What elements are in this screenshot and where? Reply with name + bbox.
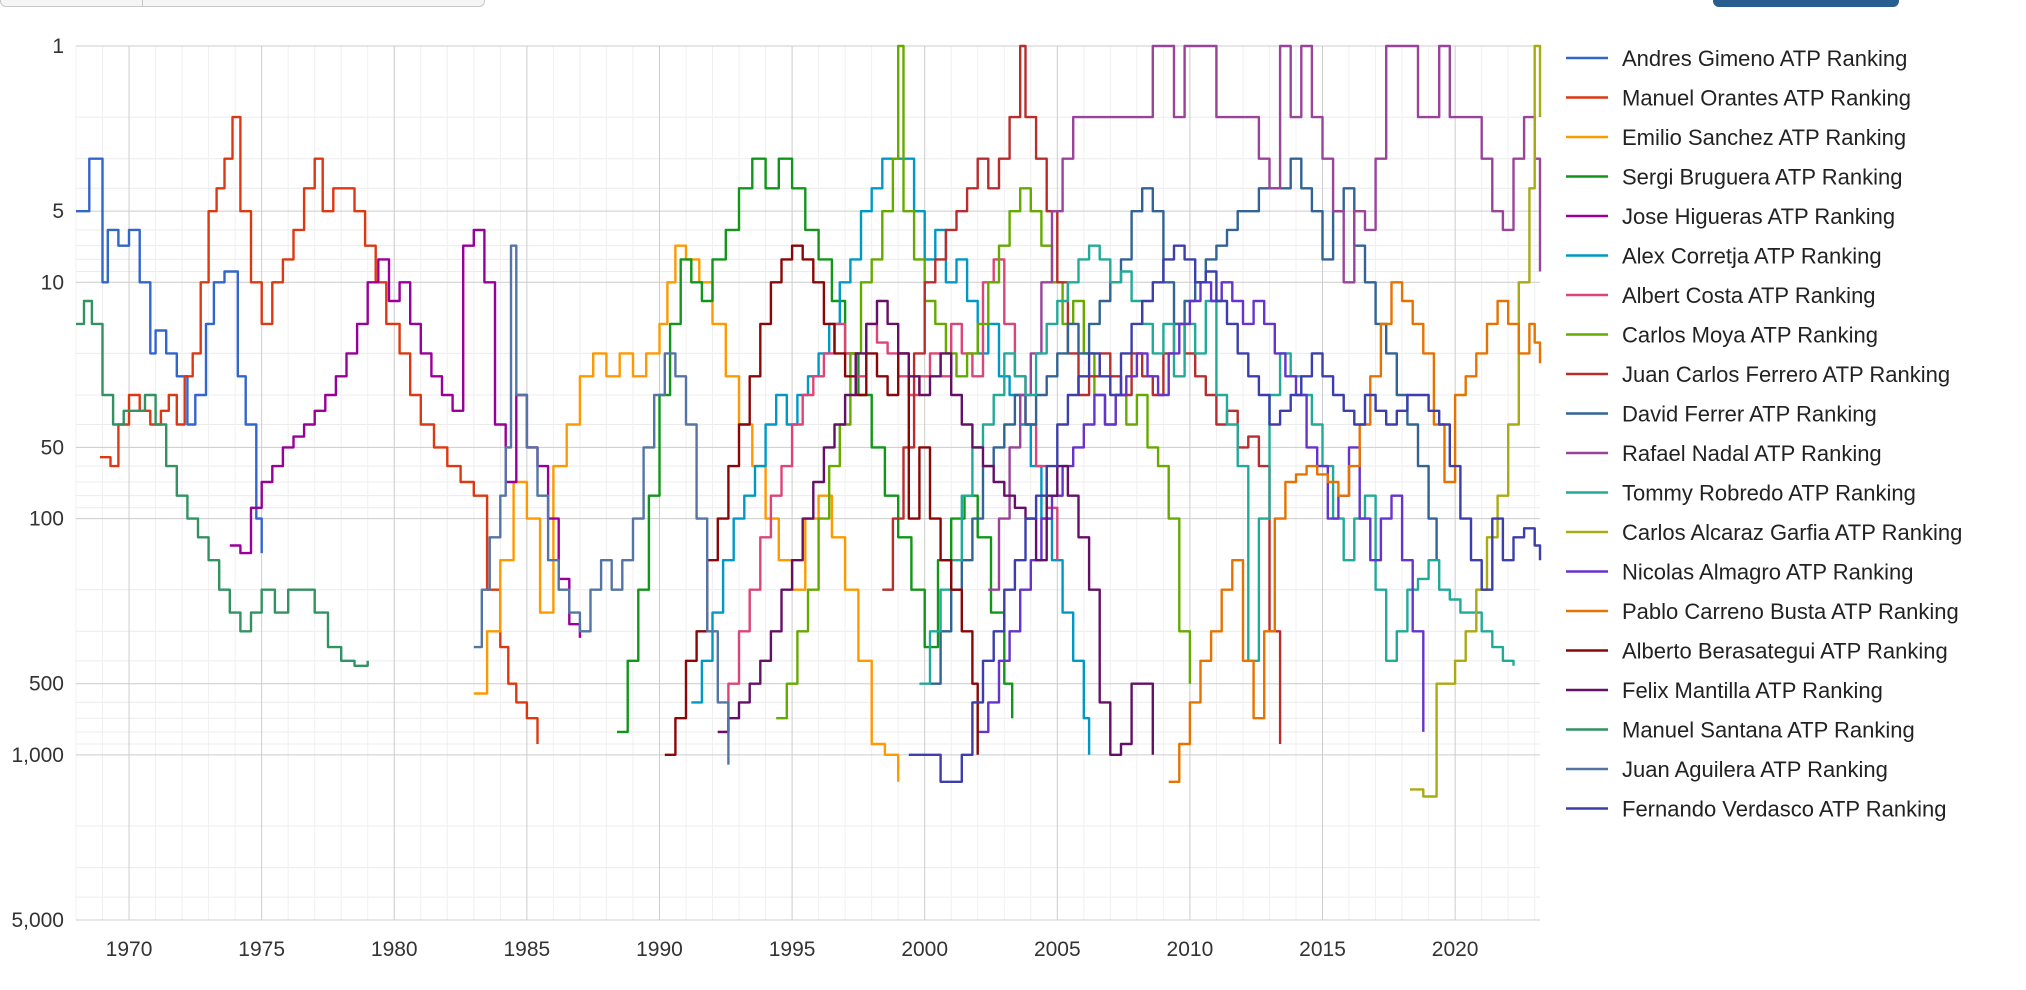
x-tick-label: 2005 (1034, 938, 1081, 961)
chart-legend: Andres Gimeno ATP Ranking Manuel Orantes … (1566, 46, 1962, 822)
y-tick-label: 500 (29, 673, 64, 696)
toolbar-primary-button[interactable] (1713, 0, 1899, 7)
legend-item[interactable]: Sergi Bruguera ATP Ranking (1566, 165, 1902, 190)
legend-item[interactable]: Andres Gimeno ATP Ranking (1566, 46, 1907, 71)
y-tick-label: 5 (52, 200, 64, 223)
series-lines (76, 44, 1542, 798)
legend-label: Manuel Santana ATP Ranking (1622, 718, 1915, 743)
legend-label: Juan Carlos Ferrero ATP Ranking (1622, 362, 1950, 387)
legend-label: Fernando Verdasco ATP Ranking (1622, 797, 1947, 822)
legend-item[interactable]: Juan Aguilera ATP Ranking (1566, 757, 1888, 782)
legend-item[interactable]: Jose Higueras ATP Ranking (1566, 204, 1895, 229)
y-tick-label: 100 (29, 508, 64, 531)
series-line-3 (473, 244, 900, 782)
legend-label: Felix Mantilla ATP Ranking (1622, 678, 1883, 703)
grid-minor-lines (75, 46, 1540, 920)
legend-item[interactable]: Pablo Carreno Busta ATP Ranking (1566, 599, 1959, 624)
legend-item[interactable]: Manuel Santana ATP Ranking (1566, 718, 1915, 743)
legend-item[interactable]: Tommy Robredo ATP Ranking (1566, 481, 1916, 506)
grid-major-lines (76, 45, 1540, 921)
x-tick-label: 2020 (1432, 938, 1479, 961)
series-line-17 (717, 299, 1154, 756)
legend-label: Andres Gimeno ATP Ranking (1622, 46, 1907, 71)
series-line-10 (930, 157, 1438, 685)
series-line-4 (617, 157, 1014, 734)
legend-label: David Ferrer ATP Ranking (1622, 402, 1877, 427)
legend-label: Manuel Orantes ATP Ranking (1622, 86, 1911, 111)
legend-label: Carlos Moya ATP Ranking (1622, 323, 1878, 348)
legend-item[interactable]: Albert Costa ATP Ranking (1566, 283, 1876, 308)
legend-item[interactable]: Alex Corretja ATP Ranking (1566, 244, 1882, 269)
x-tick-label: 2000 (901, 938, 948, 961)
x-tick-label: 1970 (106, 938, 153, 961)
y-axis-tick-labels: 1 5 10 50 100 500 1,000 5,000 (11, 35, 64, 932)
x-tick-label: 1990 (636, 938, 683, 961)
x-axis-tick-labels: 1970 1975 1980 1985 1990 1995 2000 2005 2010 2015… (106, 938, 1479, 961)
legend-label: Nicolas Almagro ATP Ranking (1622, 560, 1913, 585)
series-line-1 (76, 157, 263, 554)
legend-label: Emilio Sanchez ATP Ranking (1622, 125, 1906, 150)
legend-item[interactable]: Emilio Sanchez ATP Ranking (1566, 125, 1906, 150)
y-tick-label: 50 (41, 436, 64, 459)
series-line-8 (776, 44, 1192, 720)
x-tick-label: 1980 (371, 938, 418, 961)
y-tick-label: 10 (41, 271, 64, 294)
series-line-11 (988, 44, 1542, 591)
series-line-7 (717, 258, 1059, 734)
legend-item[interactable]: Juan Carlos Ferrero ATP Ranking (1566, 362, 1950, 387)
legend-label: Carlos Alcaraz Garfia ATP Ranking (1622, 520, 1962, 545)
y-tick-label: 5,000 (11, 909, 64, 932)
legend-label: Albert Costa ATP Ranking (1622, 283, 1876, 308)
legend-label: Alex Corretja ATP Ranking (1622, 244, 1882, 269)
series-line-6 (691, 157, 1091, 755)
legend-item[interactable]: Rafael Nadal ATP Ranking (1566, 441, 1882, 466)
legend-label: Pablo Carreno Busta ATP Ranking (1622, 599, 1959, 624)
legend-item[interactable]: Felix Mantilla ATP Ranking (1566, 678, 1883, 703)
legend-item[interactable]: Alberto Berasategui ATP Ranking (1566, 639, 1948, 664)
x-tick-label: 1975 (238, 938, 285, 961)
legend-label: Tommy Robredo ATP Ranking (1622, 481, 1916, 506)
legend-item[interactable]: Nicolas Almagro ATP Ranking (1566, 560, 1913, 585)
legend-item[interactable]: Carlos Moya ATP Ranking (1566, 323, 1878, 348)
legend-label: Sergi Bruguera ATP Ranking (1622, 165, 1902, 190)
legend-item[interactable]: Fernando Verdasco ATP Ranking (1566, 797, 1947, 822)
series-line-18 (76, 299, 369, 667)
legend-label: Juan Aguilera ATP Ranking (1622, 757, 1888, 782)
y-tick-label: 1,000 (11, 744, 64, 767)
series-line-16 (664, 244, 979, 756)
x-tick-label: 1995 (769, 938, 816, 961)
legend-label: Alberto Berasategui ATP Ranking (1622, 639, 1948, 664)
x-tick-label: 2010 (1167, 938, 1214, 961)
y-tick-label: 1 (52, 35, 64, 58)
x-tick-label: 1985 (504, 938, 551, 961)
legend-label: Jose Higueras ATP Ranking (1622, 204, 1895, 229)
series-line-20 (908, 244, 1542, 783)
legend-label: Rafael Nadal ATP Ranking (1622, 441, 1882, 466)
toolbar-divider (142, 0, 143, 7)
legend-item[interactable]: David Ferrer ATP Ranking (1566, 402, 1877, 427)
legend-item[interactable]: Manuel Orantes ATP Ranking (1566, 86, 1911, 111)
x-tick-label: 2015 (1299, 938, 1346, 961)
series-line-2 (99, 115, 539, 744)
legend-item[interactable]: Carlos Alcaraz Garfia ATP Ranking (1566, 520, 1962, 545)
series-line-19 (473, 244, 730, 765)
